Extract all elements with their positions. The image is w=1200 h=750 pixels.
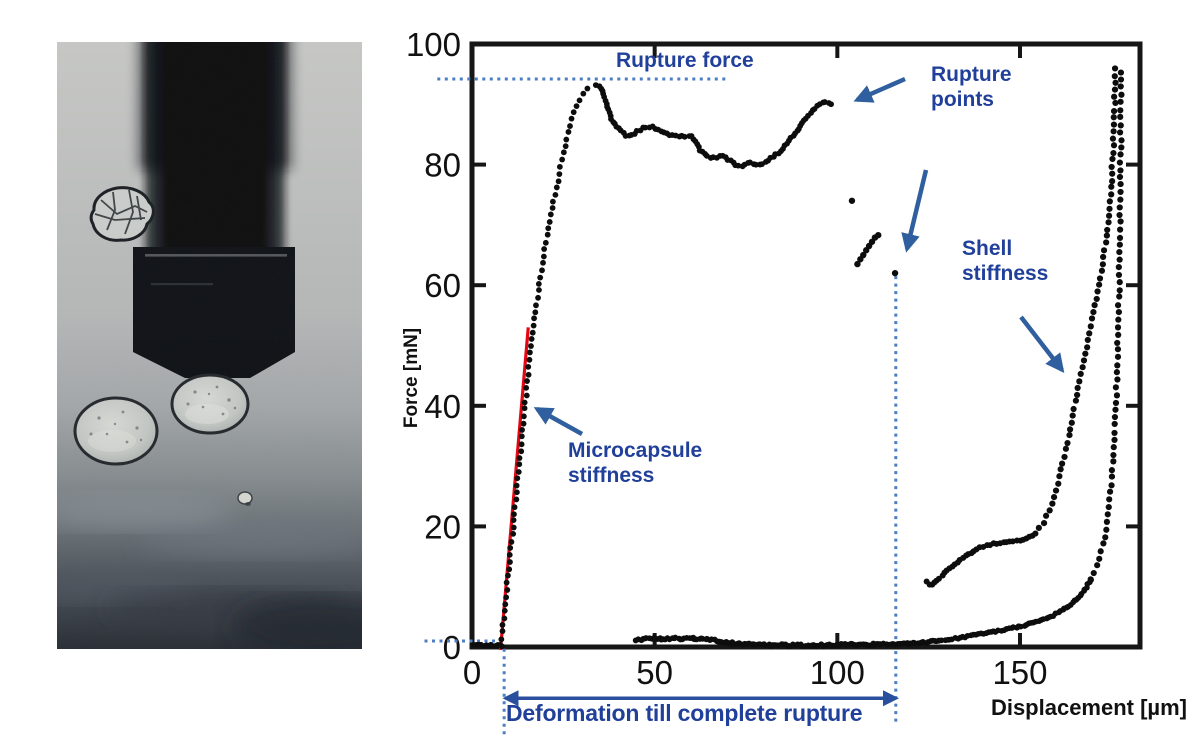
y-tick-label: 60 <box>424 267 461 304</box>
annotation-shell-stiffness: Shell stiffness <box>962 237 1049 285</box>
rupture-points-arrow-lower <box>901 169 929 253</box>
x-tick-label: 0 <box>463 654 481 691</box>
annotation-rupture-points: Rupture points <box>931 63 1012 111</box>
scatter-series-shell-loading-shoulder <box>923 532 1036 588</box>
y-tick-label: 80 <box>424 147 461 184</box>
axis-ticks <box>474 46 1138 645</box>
annotation-microcapsule-stiffness: Microcapsule stiffness <box>568 439 703 487</box>
scatter-series-rupture-plateau <box>592 82 834 170</box>
scatter-series-final-compression-tail <box>936 577 1094 644</box>
x-tick-label: 150 <box>992 654 1047 691</box>
scatter-series-shell-loading-steep <box>1032 65 1119 537</box>
rupture-points-arrow-upper <box>853 76 906 103</box>
axes-box <box>469 41 1143 650</box>
microcapsule-stiffness-arrow <box>533 407 584 436</box>
y-axis-title: Force [mN] <box>401 327 422 429</box>
scatter-series-post-rupture-baseline <box>632 634 942 650</box>
tick-labels: 0 50 100 150 0 20 40 60 80 100 <box>406 26 1048 691</box>
annotation-arrows <box>533 76 1065 436</box>
scatter-series-final-compression-steep <box>1087 69 1125 583</box>
photo-grain-overlay <box>57 42 362 649</box>
x-tick-label: 50 <box>636 654 673 691</box>
y-tick-label: 100 <box>406 26 461 63</box>
dotted-guides <box>424 77 898 738</box>
scatter-series-pre-contact-baseline <box>470 641 504 649</box>
x-tick-label: 100 <box>810 654 865 691</box>
x-axis-title: Displacement [µm] <box>990 695 1187 720</box>
scatter-series-rupture-points-cluster <box>848 197 899 277</box>
scatter-series-loading-rise <box>498 85 591 650</box>
y-tick-label: 0 <box>443 629 461 666</box>
annotation-rupture-force: Rupture force <box>616 49 754 72</box>
shell-stiffness-arrow <box>1019 315 1065 373</box>
y-tick-label: 40 <box>424 388 461 425</box>
y-tick-label: 20 <box>424 508 461 545</box>
annotation-deformation-till-complete-rupture: Deformation till complete rupture <box>506 700 863 726</box>
